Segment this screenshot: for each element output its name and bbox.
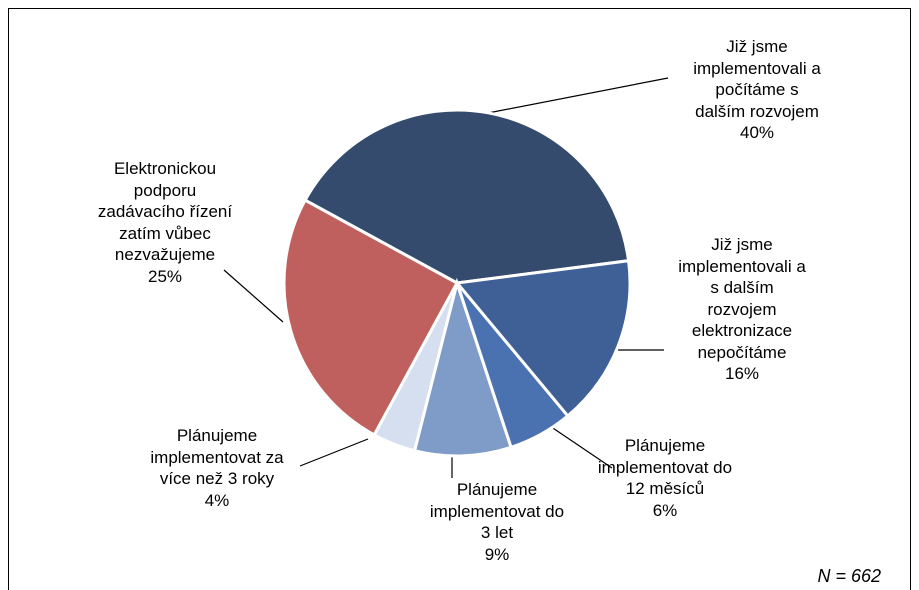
category-label: Již jsme implementovali a s dalším rozvo… <box>678 235 806 362</box>
value-label: 16% <box>724 364 760 383</box>
category-label: Plánujeme implementovat do 12 měsíců <box>597 436 733 498</box>
category-label: Plánujeme implementovat do 3 let <box>429 480 565 542</box>
category-label: Plánujeme implementovat za více než 3 ro… <box>150 426 284 488</box>
slice-label: Plánujeme implementovat za více než 3 ro… <box>117 425 317 511</box>
annotation: N = 662 <box>817 566 881 586</box>
pie-slice <box>282 198 460 437</box>
slice-label: Plánujeme implementovat do 3 let 9% <box>397 479 597 565</box>
category-label: Elektronickou podporu zadávacího řízení … <box>97 159 233 264</box>
leader-line <box>487 77 669 114</box>
value-label: 25% <box>147 266 183 286</box>
slice-label: Již jsme implementovali a počítáme s dal… <box>657 36 857 144</box>
value-label: 9% <box>484 544 510 564</box>
leader-line <box>299 438 369 467</box>
slice-label: Již jsme implementovali a s dalším rozvo… <box>642 234 842 385</box>
pie-slice <box>412 277 513 458</box>
slice-label: Elektronickou podporu zadávacího řízení … <box>65 158 265 287</box>
slice-label: Plánujeme implementovat do 12 měsíců 6% <box>565 435 765 521</box>
value-label: 40% <box>739 123 775 142</box>
pie-slice <box>454 259 632 419</box>
value-label: 6% <box>652 500 678 520</box>
value-label: 4% <box>204 490 230 510</box>
chart-frame <box>8 8 911 590</box>
leader-line <box>223 269 284 323</box>
category-label: Již jsme implementovali a počítáme s dal… <box>693 37 821 121</box>
pie-slice <box>303 108 631 285</box>
